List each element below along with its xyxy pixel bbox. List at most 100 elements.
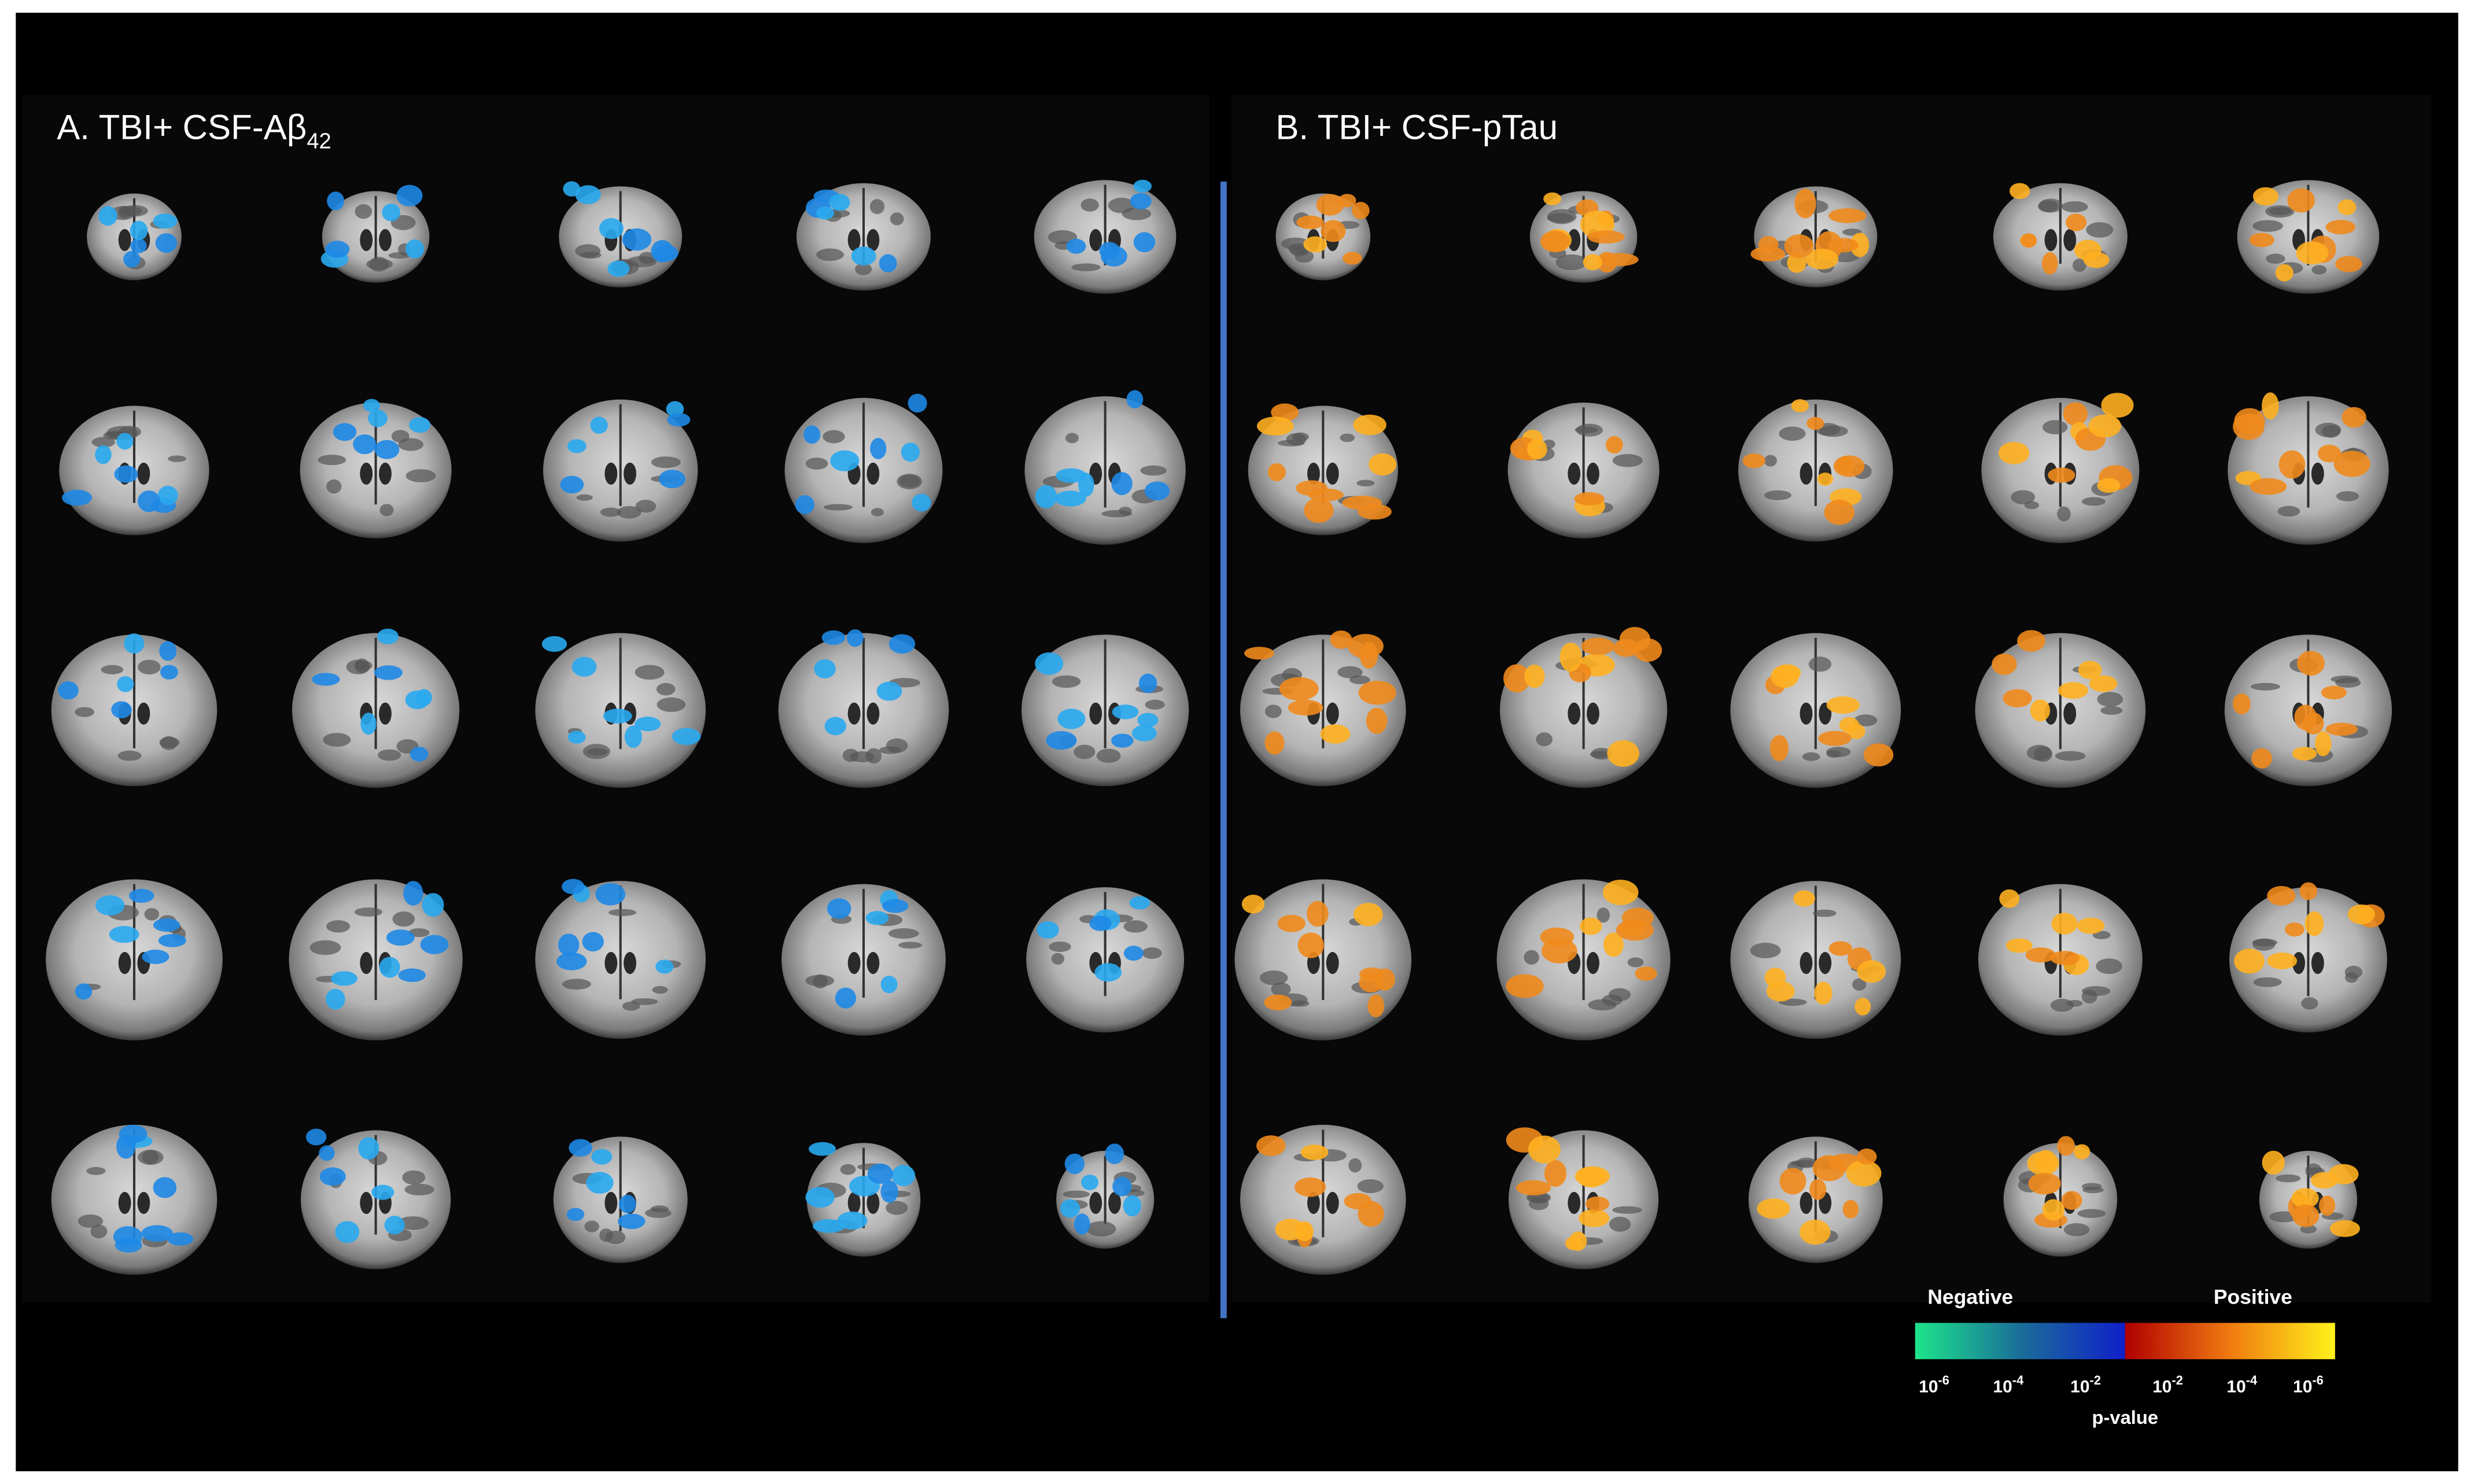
brain-sulcus [2100, 706, 2123, 715]
panel-title: B. TBI+ CSF-pTau [1275, 108, 1558, 146]
brain-sulcus [2277, 505, 2300, 517]
activation-blob [2101, 393, 2134, 418]
brain-slice [1034, 179, 1177, 294]
panel-title: A. TBI+ CSF-Aβ42 [57, 108, 331, 153]
activation-blob [1074, 1213, 1090, 1235]
activation-blob [2347, 904, 2375, 925]
activation-blob [1064, 1153, 1085, 1175]
activation-blob [1585, 1196, 1610, 1212]
activation-blob [386, 929, 415, 946]
activation-blob [117, 676, 134, 692]
tick-base: 10 [2226, 1378, 2246, 1397]
activation-blob [410, 747, 429, 762]
activation-blob [2314, 731, 2332, 756]
brain-ventricle [2044, 228, 2058, 252]
activation-blob [2249, 232, 2274, 248]
activation-blob [1814, 981, 1833, 1005]
brain-slice [1248, 403, 1398, 536]
brain-sulcus [1528, 1197, 1549, 1210]
activation-blob [882, 899, 909, 913]
brain-ventricle [867, 1191, 880, 1214]
activation-blob [1354, 903, 1383, 926]
brain-slice [784, 393, 943, 544]
activation-blob [111, 701, 132, 718]
tick-exponent: -2 [2171, 1373, 2182, 1387]
activation-blob [1351, 202, 1370, 219]
brain-sulcus [75, 707, 94, 717]
activation-blob [560, 475, 584, 494]
activation-blob [1296, 480, 1328, 496]
brain-slice [2228, 392, 2389, 545]
brain-sulcus [562, 979, 591, 990]
brain-slice [1496, 879, 1671, 1040]
activation-blob [830, 450, 860, 472]
brain-sulcus [2057, 506, 2071, 522]
activation-blob [814, 659, 836, 678]
activation-blob [2267, 886, 2296, 906]
brain-ventricle [624, 462, 636, 485]
activation-blob [1112, 704, 1139, 719]
activation-blob [2077, 917, 2105, 934]
activation-blob [888, 634, 916, 654]
activation-blob [1606, 435, 1623, 454]
brain-slice [543, 399, 698, 542]
activation-blob [2251, 748, 2272, 769]
activation-blob [1133, 232, 1156, 253]
activation-blob [160, 665, 178, 680]
brain-ventricle [604, 462, 618, 485]
activation-blob [62, 489, 92, 506]
activation-blob [1847, 723, 1865, 739]
brain-sulcus [1852, 978, 1867, 991]
brain-ventricle [1587, 952, 1599, 974]
activation-blob [1506, 974, 1544, 998]
activation-blob [1854, 998, 1871, 1016]
activation-blob [2299, 882, 2318, 900]
activation-blob [1826, 696, 1860, 714]
activation-blob [167, 1232, 194, 1246]
activation-blob [2252, 187, 2278, 206]
activation-blob [368, 409, 388, 427]
brain-sulcus [888, 928, 919, 939]
brain-sulcus [355, 204, 373, 219]
activation-blob [846, 629, 864, 647]
activation-blob [124, 633, 145, 654]
brain-slice [1978, 884, 2143, 1036]
activation-blob [1264, 731, 1285, 755]
activation-blob [595, 883, 626, 906]
brain-slice [1750, 186, 1878, 287]
activation-blob [2321, 685, 2347, 700]
activation-blob [153, 1177, 177, 1198]
brain-sulcus [1826, 750, 1841, 758]
brain-sulcus [1813, 909, 1837, 917]
brain-ventricle [847, 228, 861, 252]
brain-slice [289, 879, 463, 1040]
activation-blob [603, 708, 632, 724]
brain-sulcus [2092, 931, 2111, 940]
activation-blob [2030, 699, 2051, 722]
panel-title-main: A. TBI+ CSF-Aβ [57, 108, 307, 146]
brain-sulcus [855, 263, 872, 275]
activation-blob [1800, 1219, 1831, 1245]
activation-blob [353, 434, 377, 455]
brain-sulcus [2038, 198, 2063, 213]
activation-blob [901, 442, 920, 462]
activation-blob [618, 1213, 646, 1230]
activation-blob [1369, 453, 1397, 476]
activation-blob [876, 681, 902, 701]
brain-slice [781, 884, 946, 1036]
activation-blob [1060, 1199, 1080, 1218]
activation-blob [1046, 731, 1077, 750]
brain-sulcus [138, 659, 161, 675]
activation-blob [1587, 230, 1625, 244]
activation-blob [1241, 895, 1265, 914]
activation-blob [1812, 1155, 1846, 1182]
brain-sulcus [635, 500, 657, 513]
activation-blob [1999, 889, 2020, 908]
brain-sulcus [2077, 1209, 2106, 1218]
brain-sulcus [2042, 420, 2068, 434]
activation-blob [2333, 451, 2370, 477]
brain-sulcus [2266, 253, 2285, 264]
activation-blob [398, 968, 426, 982]
brain-sulcus [1609, 1216, 1631, 1232]
brain-sulcus [898, 942, 923, 949]
